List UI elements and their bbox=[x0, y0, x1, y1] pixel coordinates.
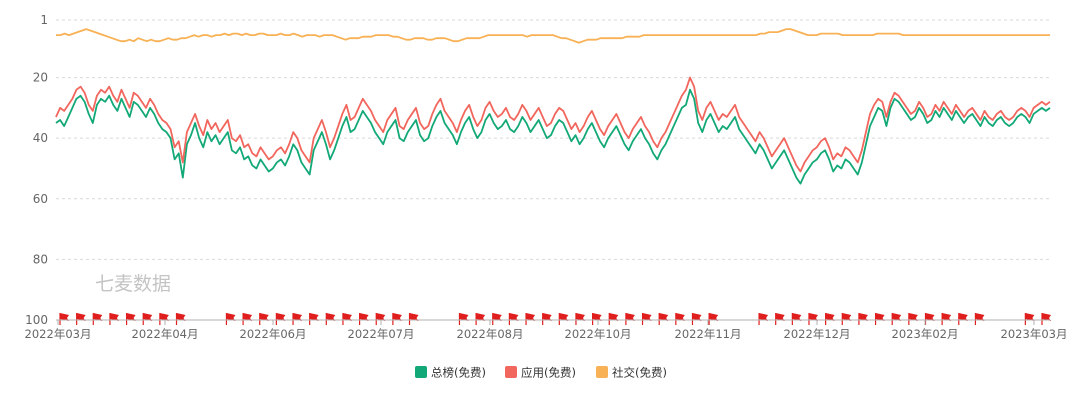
event-flag-icon[interactable] bbox=[575, 313, 585, 325]
x-axis: 2022年03月 2022年04月 2022年06月 2022年07月 2022年08月… bbox=[25, 319, 1068, 341]
watermark: 七麦数据 bbox=[95, 273, 171, 295]
event-flag-icon[interactable] bbox=[458, 313, 469, 325]
event-flag-icon[interactable] bbox=[92, 313, 103, 325]
event-flag-icon[interactable] bbox=[641, 313, 652, 325]
event-flag-icon[interactable] bbox=[342, 313, 352, 325]
event-flag-icon[interactable] bbox=[542, 313, 552, 325]
event-flag-icon[interactable] bbox=[758, 313, 769, 325]
event-flag-icon[interactable] bbox=[974, 313, 985, 325]
y-tick-label: 40 bbox=[33, 131, 48, 145]
series-line-2 bbox=[55, 76, 1051, 173]
event-flag-icon[interactable] bbox=[1041, 313, 1051, 325]
event-flag-icon[interactable] bbox=[292, 313, 303, 325]
legend-item-2[interactable]: 应用(免费) bbox=[505, 366, 576, 380]
y-tick-label: 80 bbox=[33, 252, 48, 266]
x-tick-label: 2022年06月 bbox=[240, 327, 307, 341]
event-flag-icon[interactable] bbox=[958, 313, 968, 325]
legend-swatch bbox=[596, 366, 608, 378]
legend-label: 应用(免费) bbox=[521, 366, 576, 380]
grid-lines bbox=[56, 19, 1050, 260]
x-tick-label: 2023年03月 bbox=[1001, 327, 1068, 341]
event-flag-icon[interactable] bbox=[225, 313, 236, 325]
event-flag-icon[interactable] bbox=[492, 313, 502, 325]
event-flag-icon[interactable] bbox=[109, 313, 119, 325]
event-flag-icon[interactable] bbox=[924, 313, 935, 325]
event-flag-icon[interactable] bbox=[142, 313, 153, 325]
x-tick-label: 2022年03月 bbox=[25, 327, 92, 341]
event-flag-icon[interactable] bbox=[242, 313, 253, 325]
x-tick-label: 2022年08月 bbox=[457, 327, 524, 341]
event-flag-icon[interactable] bbox=[608, 313, 619, 325]
event-flag-icon[interactable] bbox=[358, 313, 369, 325]
event-flag-icon[interactable] bbox=[675, 313, 685, 325]
y-tick-label: 60 bbox=[33, 192, 48, 206]
event-flag-icon[interactable] bbox=[525, 313, 536, 325]
event-flag-icon[interactable] bbox=[708, 313, 719, 325]
x-tick-label: 2022年07月 bbox=[348, 327, 415, 341]
event-flag-icon[interactable] bbox=[59, 313, 69, 325]
x-tick-label: 2022年10月 bbox=[565, 327, 632, 341]
y-tick-label: 1 bbox=[40, 13, 48, 27]
y-tick-label: 20 bbox=[33, 71, 48, 85]
series-lines bbox=[55, 28, 1051, 185]
series-line-1 bbox=[55, 88, 1051, 185]
x-tick-label: 2023年02月 bbox=[892, 327, 959, 341]
event-flag-icon[interactable] bbox=[891, 313, 902, 325]
x-tick-label: 2022年11月 bbox=[675, 327, 742, 341]
event-flag-icon[interactable] bbox=[325, 313, 336, 325]
event-flag-icon[interactable] bbox=[309, 313, 319, 325]
event-flag-icon[interactable] bbox=[825, 313, 835, 325]
y-tick-label: 100 bbox=[25, 313, 48, 327]
event-flag-icon[interactable] bbox=[475, 313, 486, 325]
event-flag-icon[interactable] bbox=[791, 313, 802, 325]
event-flag-icon[interactable] bbox=[691, 313, 702, 325]
event-flag-icon[interactable] bbox=[625, 313, 635, 325]
x-tick-label: 2022年12月 bbox=[784, 327, 851, 341]
x-tick-label: 2022年04月 bbox=[132, 327, 199, 341]
legend-item-1[interactable]: 总榜(免费) bbox=[415, 366, 486, 380]
event-flag-icon[interactable] bbox=[392, 313, 402, 325]
event-flag-icon[interactable] bbox=[558, 313, 569, 325]
event-flag-icon[interactable] bbox=[858, 313, 868, 325]
event-flag-icon[interactable] bbox=[908, 313, 918, 325]
event-flag-icon[interactable] bbox=[275, 313, 286, 325]
legend-swatch bbox=[415, 366, 427, 378]
series-line-3 bbox=[56, 28, 1050, 44]
event-flag-icon[interactable] bbox=[1024, 313, 1035, 325]
event-flag-icon[interactable] bbox=[775, 313, 785, 325]
event-flag-icon[interactable] bbox=[808, 313, 818, 325]
event-flags bbox=[59, 313, 1051, 325]
legend-label: 社交(免费) bbox=[612, 366, 667, 380]
event-flag-icon[interactable] bbox=[592, 313, 602, 325]
y-axis-ticks: 1 20 40 60 80 100 bbox=[25, 13, 48, 327]
event-flag-icon[interactable] bbox=[159, 313, 169, 325]
event-flag-icon[interactable] bbox=[508, 313, 519, 325]
event-flag-icon[interactable] bbox=[375, 313, 386, 325]
legend-label: 总榜(免费) bbox=[431, 366, 486, 380]
event-flag-icon[interactable] bbox=[658, 313, 669, 325]
legend[interactable]: 总榜(免费) 应用(免费) 社交(免费) bbox=[415, 366, 667, 380]
event-flag-icon[interactable] bbox=[125, 313, 136, 325]
legend-swatch bbox=[505, 366, 517, 378]
event-flag-icon[interactable] bbox=[76, 313, 86, 325]
legend-item-3[interactable]: 社交(免费) bbox=[596, 366, 667, 380]
event-flag-icon[interactable] bbox=[175, 313, 186, 325]
event-flag-icon[interactable] bbox=[941, 313, 952, 325]
event-flag-icon[interactable] bbox=[841, 313, 852, 325]
event-flag-icon[interactable] bbox=[874, 313, 885, 325]
event-flag-icon[interactable] bbox=[408, 313, 419, 325]
event-flag-icon[interactable] bbox=[259, 313, 269, 325]
